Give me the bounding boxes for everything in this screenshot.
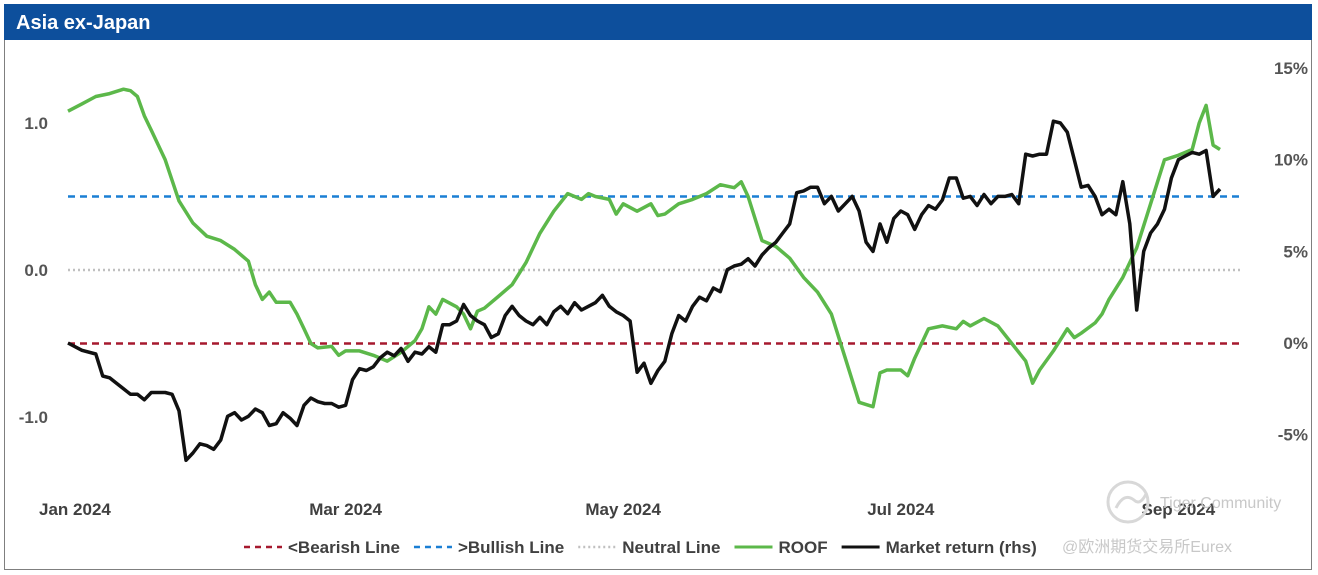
- x-axis-tick-label: Mar 2024: [309, 500, 382, 519]
- roof-series-line: [67, 87, 1221, 409]
- reference-lines: [68, 195, 1242, 345]
- legend-label: <Bearish Line: [288, 538, 400, 557]
- legend-label: >Bullish Line: [458, 538, 564, 557]
- x-axis-ticks: Jan 2024 Mar 2024 May 2024 Jul 2024 Sep 2024: [39, 500, 1216, 519]
- chart-title-bar: Asia ex-Japan: [4, 4, 1312, 40]
- tiger-logo-swoosh-icon: [1114, 493, 1148, 509]
- legend-label: Market return (rhs): [886, 538, 1037, 557]
- right-axis-tick-label: 10%: [1274, 151, 1308, 170]
- right-axis-tick-label: -5%: [1278, 426, 1308, 445]
- left-axis-ticks: 1.0 0.0 -1.0: [19, 114, 48, 427]
- legend-label: Neutral Line: [622, 538, 720, 557]
- left-axis-tick-label: 0.0: [24, 261, 48, 280]
- watermark: Tiger Community @欧洲期货交易所Eurex: [1062, 480, 1281, 556]
- x-axis-tick-label: Jan 2024: [39, 500, 111, 519]
- right-axis-tick-label: 5%: [1283, 242, 1308, 261]
- x-axis-tick-label: May 2024: [585, 500, 661, 519]
- chart-title: Asia ex-Japan: [16, 12, 151, 34]
- right-axis-tick-label: 0%: [1283, 334, 1308, 353]
- x-axis-tick-label: Sep 2024: [1141, 500, 1215, 519]
- watermark-line1: Tiger Community: [1160, 495, 1281, 512]
- legend-label: ROOF: [779, 538, 828, 557]
- left-axis-tick-label: -1.0: [19, 408, 48, 427]
- tiger-logo-icon: [1106, 480, 1150, 524]
- x-axis-tick-label: Jul 2024: [867, 500, 935, 519]
- market-return-series-line: [67, 119, 1222, 463]
- series-lines: [67, 87, 1222, 463]
- watermark-line2: @欧洲期货交易所Eurex: [1062, 538, 1232, 556]
- chart-frame: [4, 4, 1312, 570]
- left-axis-tick-label: 1.0: [24, 114, 48, 133]
- right-axis-ticks: 15% 10% 5% 0% -5%: [1274, 59, 1308, 445]
- legend: <Bearish Line >Bullish Line Neutral Line RO…: [244, 538, 1037, 557]
- right-axis-tick-label: 15%: [1274, 59, 1308, 78]
